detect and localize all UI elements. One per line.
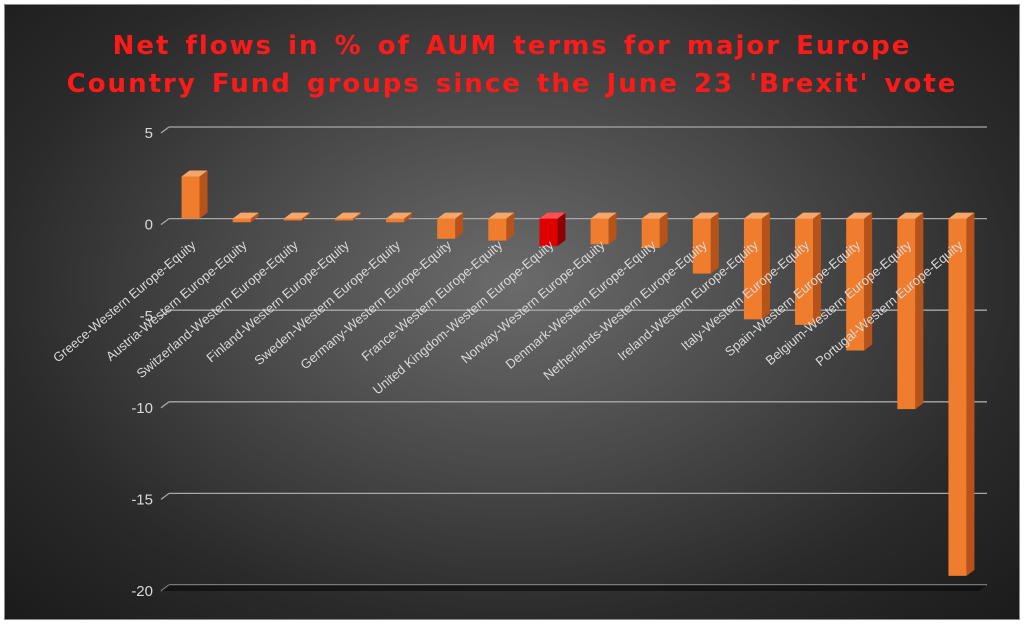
- bar: [590, 212, 617, 245]
- y-tick-label: -20: [131, 583, 153, 600]
- bar-side: [761, 212, 770, 320]
- bar-front: [232, 218, 251, 223]
- chart-title-line-2: Country Fund groups since the June 23 'B…: [66, 69, 958, 99]
- bar-front: [488, 218, 507, 241]
- bar-top: [590, 212, 617, 219]
- bar: [232, 212, 259, 223]
- gridline-depth: [160, 218, 170, 226]
- chart-title: Net flows in % of AUM terms for major Eu…: [5, 27, 1019, 103]
- gridline-depth: [160, 492, 170, 500]
- bar-top: [283, 212, 310, 219]
- bar-side: [352, 212, 361, 221]
- gridline-depth: [160, 309, 170, 317]
- bar-side: [710, 212, 719, 274]
- x-tick-label: United Kingdom-Western Europe-Equity: [370, 237, 557, 397]
- gridline-depth: [160, 401, 170, 409]
- bar-front: [743, 218, 762, 320]
- bar-front: [795, 218, 814, 325]
- bar-front: [692, 218, 711, 274]
- chart-frame: Net flows in % of AUM terms for major Eu…: [4, 4, 1020, 620]
- bar: [846, 212, 873, 351]
- bar-front: [437, 218, 456, 239]
- chart-title-line-1: Net flows in % of AUM terms for major Eu…: [112, 31, 912, 61]
- bar-top: [232, 212, 259, 219]
- bar-side: [506, 212, 515, 241]
- bar-side: [915, 212, 924, 410]
- bar-top: [948, 212, 975, 219]
- bar-side: [966, 212, 975, 576]
- bar-front: [641, 218, 660, 248]
- bar: [488, 212, 515, 241]
- bar: [743, 212, 770, 320]
- bar-side: [557, 212, 566, 247]
- bar-top: [181, 170, 208, 177]
- bar-side: [404, 212, 413, 223]
- bar-front: [283, 218, 302, 221]
- bar: [539, 212, 566, 247]
- bar-side: [199, 170, 208, 219]
- bar: [897, 212, 924, 410]
- bar-top: [692, 212, 719, 219]
- bar-front: [948, 218, 967, 576]
- bar: [283, 212, 310, 221]
- bar-top: [641, 212, 668, 219]
- bar-top: [334, 212, 361, 219]
- bar-top: [539, 212, 566, 219]
- bar-top: [386, 212, 413, 219]
- bar-front: [590, 218, 609, 245]
- gridline-depth: [160, 126, 170, 134]
- bar-side: [864, 212, 873, 351]
- bar-side: [813, 212, 822, 325]
- bar-top: [897, 212, 924, 219]
- bar-front: [334, 218, 353, 221]
- bar: [437, 212, 464, 239]
- bar-top: [437, 212, 464, 219]
- bar-top: [743, 212, 770, 219]
- bar: [948, 212, 975, 576]
- y-tick-label: -15: [131, 491, 153, 508]
- bar-front: [897, 218, 916, 410]
- bar-front: [386, 218, 405, 223]
- bar: [181, 170, 208, 219]
- y-tick-label: 5: [145, 125, 153, 142]
- bar: [692, 212, 719, 274]
- bar-front: [846, 218, 865, 351]
- y-tick-label: -10: [131, 400, 153, 417]
- bar: [386, 212, 413, 223]
- bar-side: [659, 212, 668, 248]
- bar-side: [608, 212, 617, 245]
- bar-front: [539, 218, 558, 247]
- bar-top: [795, 212, 822, 219]
- chart-floor: [161, 585, 987, 591]
- bar: [795, 212, 822, 325]
- bar-top: [488, 212, 515, 219]
- bar: [334, 212, 361, 221]
- y-tick-label: -5: [140, 308, 153, 325]
- bar-side: [301, 212, 310, 221]
- bar-side: [250, 212, 259, 223]
- bar-front: [181, 176, 200, 219]
- bar-top: [846, 212, 873, 219]
- y-tick-label: 0: [145, 217, 153, 234]
- bar: [641, 212, 668, 248]
- bar-side: [455, 212, 464, 239]
